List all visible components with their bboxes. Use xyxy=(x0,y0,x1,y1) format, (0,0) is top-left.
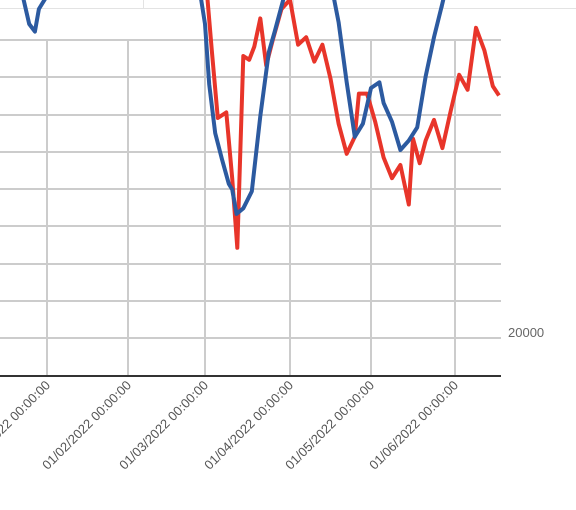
tab[interactable] xyxy=(143,0,294,9)
tab[interactable] xyxy=(0,0,144,9)
x-tick-label: 01/06/2022 00:00:00 xyxy=(366,378,461,473)
x-tick-label: 01/04/2022 00:00:00 xyxy=(201,378,296,473)
x-tick-label: 01/05/2022 00:00:00 xyxy=(282,378,377,473)
y-tick-label: 20000 xyxy=(508,325,544,340)
series-line-1 xyxy=(205,0,501,250)
series-line-0 xyxy=(21,0,446,216)
tab[interactable] xyxy=(443,0,576,9)
grid xyxy=(0,39,501,376)
series-lines xyxy=(21,0,501,250)
